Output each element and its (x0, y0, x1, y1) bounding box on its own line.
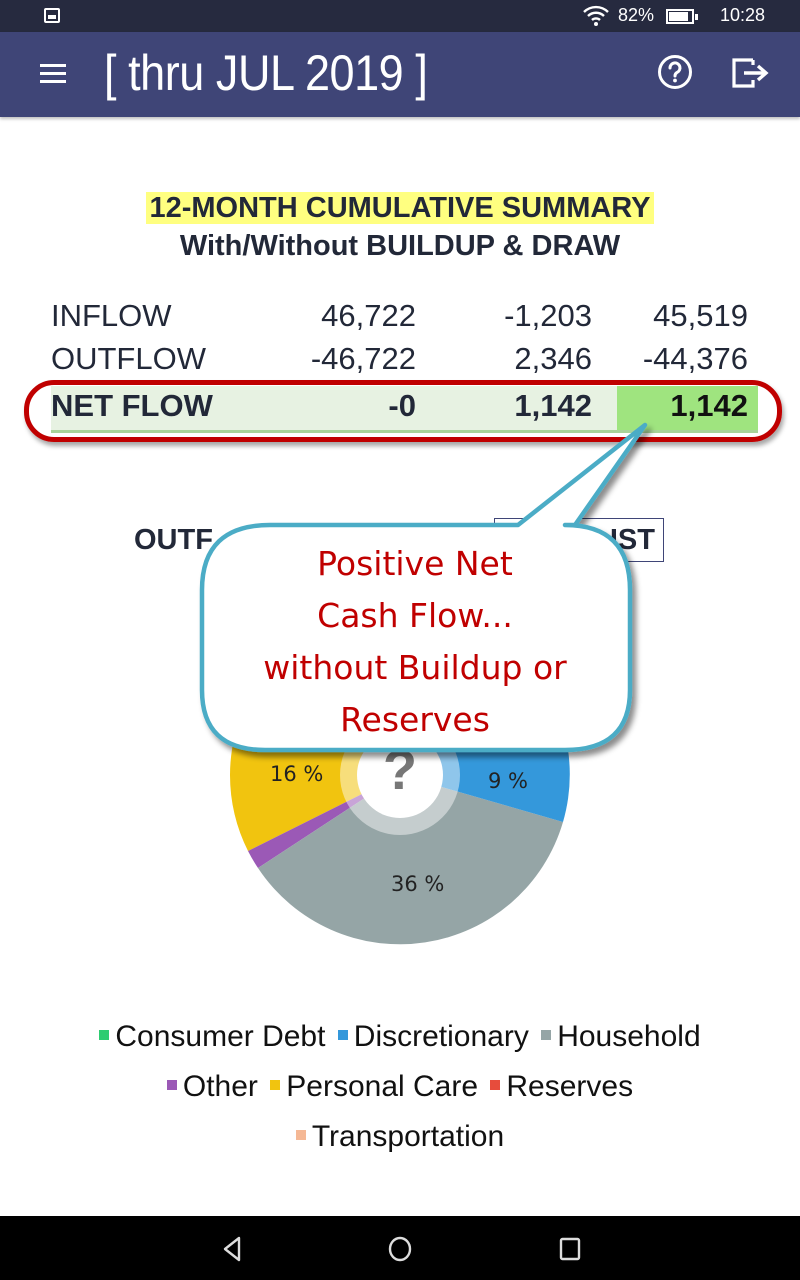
home-circle-icon[interactable] (385, 1234, 415, 1264)
callout-text: Positive Net Cash Flow... without Buildu… (205, 538, 625, 746)
highlight-cell (617, 386, 758, 430)
battery-icon (666, 9, 698, 24)
summary-title-text: 12-MONTH CUMULATIVE SUMMARY (146, 192, 654, 224)
cell-with: 46,722 (321, 298, 416, 333)
cell-adjust: 1,142 (514, 388, 592, 423)
help-circle-icon[interactable] (657, 54, 693, 90)
battery-percent: 82% (618, 5, 655, 25)
cell-without: -44,376 (642, 341, 748, 376)
legend-item-other[interactable]: Other (166, 1070, 258, 1104)
slice-label-discretionary: 9 % (488, 769, 528, 793)
legend-swatch (270, 1080, 281, 1091)
cell-without: 1,142 (670, 388, 748, 423)
outflow-heading: OUTF (134, 524, 213, 556)
legend-label: Consumer Debt (115, 1020, 326, 1053)
legend-swatch (490, 1080, 501, 1091)
app-bar: [ thru JUL 2019 ] (0, 32, 800, 117)
callout-line: Reserves (340, 700, 490, 739)
cell-adjust: -1,203 (504, 298, 592, 333)
legend-label: Other (182, 1070, 258, 1103)
summary-subtitle: With/Without BUILDUP & DRAW (179, 230, 621, 262)
recents-square-icon[interactable] (555, 1234, 585, 1264)
summary-title: 12-MONTH CUMULATIVE SUMMARY (0, 192, 800, 225)
legend-item-personal-care[interactable]: Personal Care (270, 1070, 478, 1104)
legend-label: Discretionary (353, 1020, 529, 1053)
callout-line: without Buildup or (263, 648, 567, 687)
net-flow-highlight-oval (24, 380, 782, 442)
legend-row: Other Personal Care Reserves (0, 1070, 800, 1104)
table-row-inflow: INFLOW 46,722 -1,203 45,519 (51, 296, 758, 336)
cell-without: 45,519 (653, 298, 748, 333)
page-title: [ thru JUL 2019 ] (104, 45, 428, 101)
legend-item-transportation[interactable]: Transportation (295, 1120, 505, 1154)
cell-with: -0 (388, 388, 416, 423)
image-notification-icon (44, 8, 60, 23)
table-row-net-flow: NET FLOW -0 1,142 1,142 (51, 386, 758, 433)
legend-label: Household (557, 1020, 701, 1053)
slice-label-household: 36 % (391, 872, 445, 896)
legend-label: Reserves (506, 1070, 634, 1103)
legend-row: Consumer Debt Discretionary Household (0, 1020, 800, 1054)
legend-swatch (166, 1080, 177, 1091)
cell-adjust: 2,346 (514, 341, 592, 376)
callout-line: Positive Net (317, 544, 513, 583)
cell-with: -46,722 (310, 341, 416, 376)
exit-icon[interactable] (731, 56, 771, 90)
table-row-outflow: OUTFLOW -46,722 2,346 -44,376 (51, 339, 758, 379)
pie-center-help-button[interactable]: ? (382, 738, 418, 801)
row-label: OUTFLOW (51, 341, 206, 376)
legend-item-discretionary[interactable]: Discretionary (337, 1020, 529, 1054)
clock: 10:28 (720, 5, 766, 25)
legend-item-consumer-debt[interactable]: Consumer Debt (99, 1020, 325, 1054)
legend-item-household[interactable]: Household (541, 1020, 701, 1054)
legend-swatch (295, 1130, 306, 1141)
system-nav-bar (0, 1216, 800, 1280)
legend-row: Transportation (0, 1120, 800, 1154)
row-label: INFLOW (51, 298, 172, 333)
slice-label-personal-care: 16 % (270, 762, 324, 786)
callout-line: Cash Flow... (317, 596, 513, 635)
legend-swatch (541, 1030, 552, 1041)
legend-swatch (99, 1030, 110, 1041)
legend-item-reserves[interactable]: Reserves (490, 1070, 633, 1104)
wifi-icon (583, 5, 609, 26)
legend-label: Personal Care (286, 1070, 479, 1103)
hamburger-menu-icon[interactable] (40, 64, 66, 84)
back-triangle-icon[interactable] (217, 1234, 247, 1264)
status-bar: 82% 10:28 (0, 0, 800, 32)
legend-swatch (337, 1030, 348, 1041)
legend-label: Transportation (311, 1120, 505, 1153)
row-label: NET FLOW (51, 388, 213, 423)
